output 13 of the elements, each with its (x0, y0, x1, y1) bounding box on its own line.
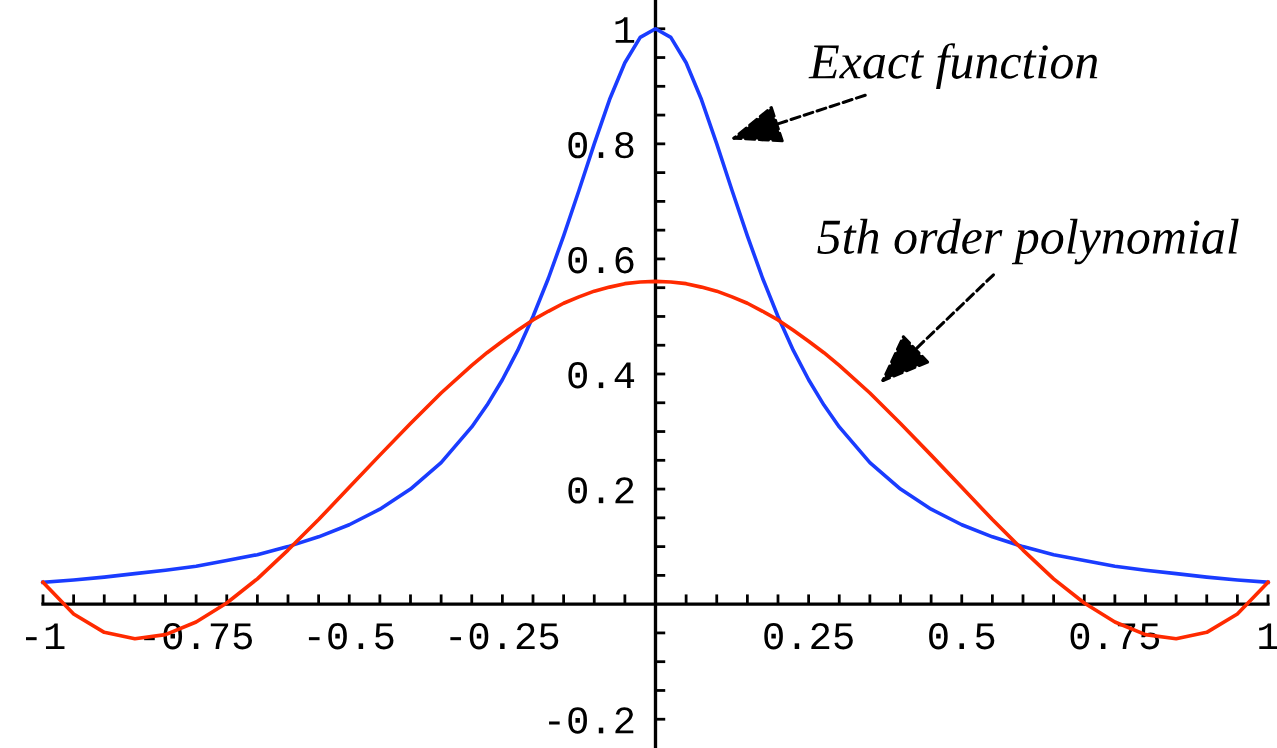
y-tick-label: 0.6 (568, 247, 634, 274)
y-tick-label: -0.2 (549, 707, 634, 734)
x-tick-label: -0.25 (450, 622, 559, 650)
annotation: Exact function (808, 43, 1098, 89)
y-tick-label: 0.4 (568, 362, 635, 389)
x-tick-label: 1 (1259, 623, 1277, 649)
y-tick-label: 1 (615, 17, 635, 43)
annotation: 5th order polynomial (817, 218, 1239, 265)
y-tick-label: 0.2 (568, 477, 634, 504)
x-tick-label: 0.25 (764, 622, 853, 650)
x-tick-label: -0.5 (308, 622, 394, 650)
x-tick-label: -1 (26, 623, 65, 649)
x-tick-label: 0.5 (929, 622, 995, 650)
